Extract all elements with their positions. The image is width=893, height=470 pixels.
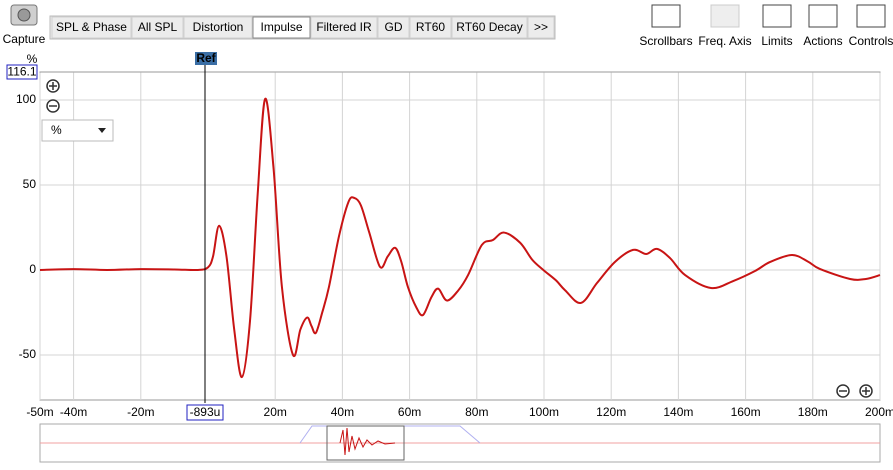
dropdown-value: % — [51, 123, 62, 137]
tab[interactable]: All SPL — [131, 16, 184, 39]
tab-bg — [51, 16, 132, 39]
plus — [49, 82, 57, 90]
toolbar-button[interactable]: Controls — [849, 4, 893, 48]
toolbar-button[interactable]: Scrollbars — [639, 4, 693, 48]
button-label: Freq. Axis — [698, 34, 751, 48]
button-label: Actions — [803, 34, 842, 48]
tab-label: Impulse — [260, 20, 302, 34]
tab-bg — [377, 16, 410, 39]
tab-bg — [310, 16, 378, 39]
x-tick-label: -20m — [127, 405, 154, 419]
zoom-in[interactable] — [46, 79, 60, 93]
y-tick-label: 0 — [29, 262, 36, 276]
x-tick-label: 140m — [663, 405, 693, 419]
x-tick-label: 160m — [731, 405, 761, 419]
zoom-out-x[interactable] — [836, 384, 850, 398]
tab[interactable]: >> — [527, 16, 555, 39]
tab-bg — [527, 16, 555, 39]
button-label: Controls — [849, 34, 893, 48]
button-icon — [651, 4, 681, 28]
ref-label: Ref — [196, 51, 216, 65]
x-tick-label: 80m — [465, 405, 488, 419]
button-icon — [762, 4, 792, 28]
tab[interactable]: RT60 Decay — [451, 16, 528, 39]
button-icon — [808, 4, 838, 28]
impulse-line — [39, 97, 881, 379]
overview-viewport — [326, 425, 405, 461]
y-top-box — [6, 64, 38, 80]
dropdown-box — [41, 119, 114, 142]
tab[interactable]: Distortion — [183, 16, 253, 39]
x-tick-label: -50m — [26, 405, 53, 419]
x-tick-label: 180m — [798, 405, 828, 419]
button-label: Scrollbars — [639, 34, 692, 48]
x-tick-label: 200m — [865, 405, 893, 419]
tab-label: RT60 — [416, 20, 445, 34]
toolbar-button[interactable]: Actions — [803, 4, 843, 48]
button-icon — [856, 4, 886, 28]
dropdown-arrow — [98, 128, 106, 133]
tab[interactable]: Impulse — [252, 16, 311, 39]
tab-bg — [131, 16, 184, 39]
toolbar-button[interactable]: Limits — [761, 4, 793, 48]
zoom-in-x[interactable] — [859, 384, 873, 398]
unit-dropdown[interactable]: % — [41, 119, 114, 142]
y-tick-label: 50 — [23, 177, 37, 191]
button-icon — [710, 4, 740, 28]
tab-bg — [252, 16, 311, 39]
tab-label: GD — [385, 20, 403, 34]
y-tick-label: 100 — [16, 92, 36, 106]
x-tick-label: 120m — [596, 405, 626, 419]
plot-area — [39, 71, 881, 401]
tab-bg — [183, 16, 253, 39]
x-tick-label: 40m — [331, 405, 354, 419]
plus — [862, 387, 870, 395]
tab-label: SPL & Phase — [56, 20, 127, 34]
cursor-box — [186, 404, 224, 421]
camera-lens — [17, 8, 31, 22]
tab-bg — [409, 16, 452, 39]
y-tick-label: -50 — [19, 347, 37, 361]
button-label: Limits — [761, 34, 792, 48]
tab[interactable]: RT60 — [409, 16, 452, 39]
x-tick-label: 60m — [398, 405, 421, 419]
tab-label: RT60 Decay — [456, 20, 522, 34]
cursor-label: -893u — [190, 405, 221, 419]
ref-flag — [194, 52, 217, 65]
tab[interactable]: GD — [377, 16, 410, 39]
x-tick-label: -40m — [60, 405, 87, 419]
y-top-label: 116.1 — [7, 65, 36, 79]
tab-bg — [451, 16, 528, 39]
x-tick-label: 20m — [264, 405, 287, 419]
capture-button[interactable]: Capture — [3, 4, 46, 46]
toolbar-button: Freq. Axis — [698, 4, 752, 48]
capture-label: Capture — [3, 32, 46, 46]
zoom-out[interactable] — [46, 99, 60, 113]
overview-waveform — [339, 427, 396, 456]
tab-label: All SPL — [138, 20, 178, 34]
tab-label: Distortion — [193, 20, 244, 34]
tab-label: >> — [534, 20, 548, 34]
tab[interactable]: SPL & Phase — [51, 16, 132, 39]
y-unit: % — [27, 52, 38, 66]
x-tick-label: 100m — [529, 405, 559, 419]
tab-label: Filtered IR — [316, 20, 372, 34]
tab[interactable]: Filtered IR — [310, 16, 378, 39]
